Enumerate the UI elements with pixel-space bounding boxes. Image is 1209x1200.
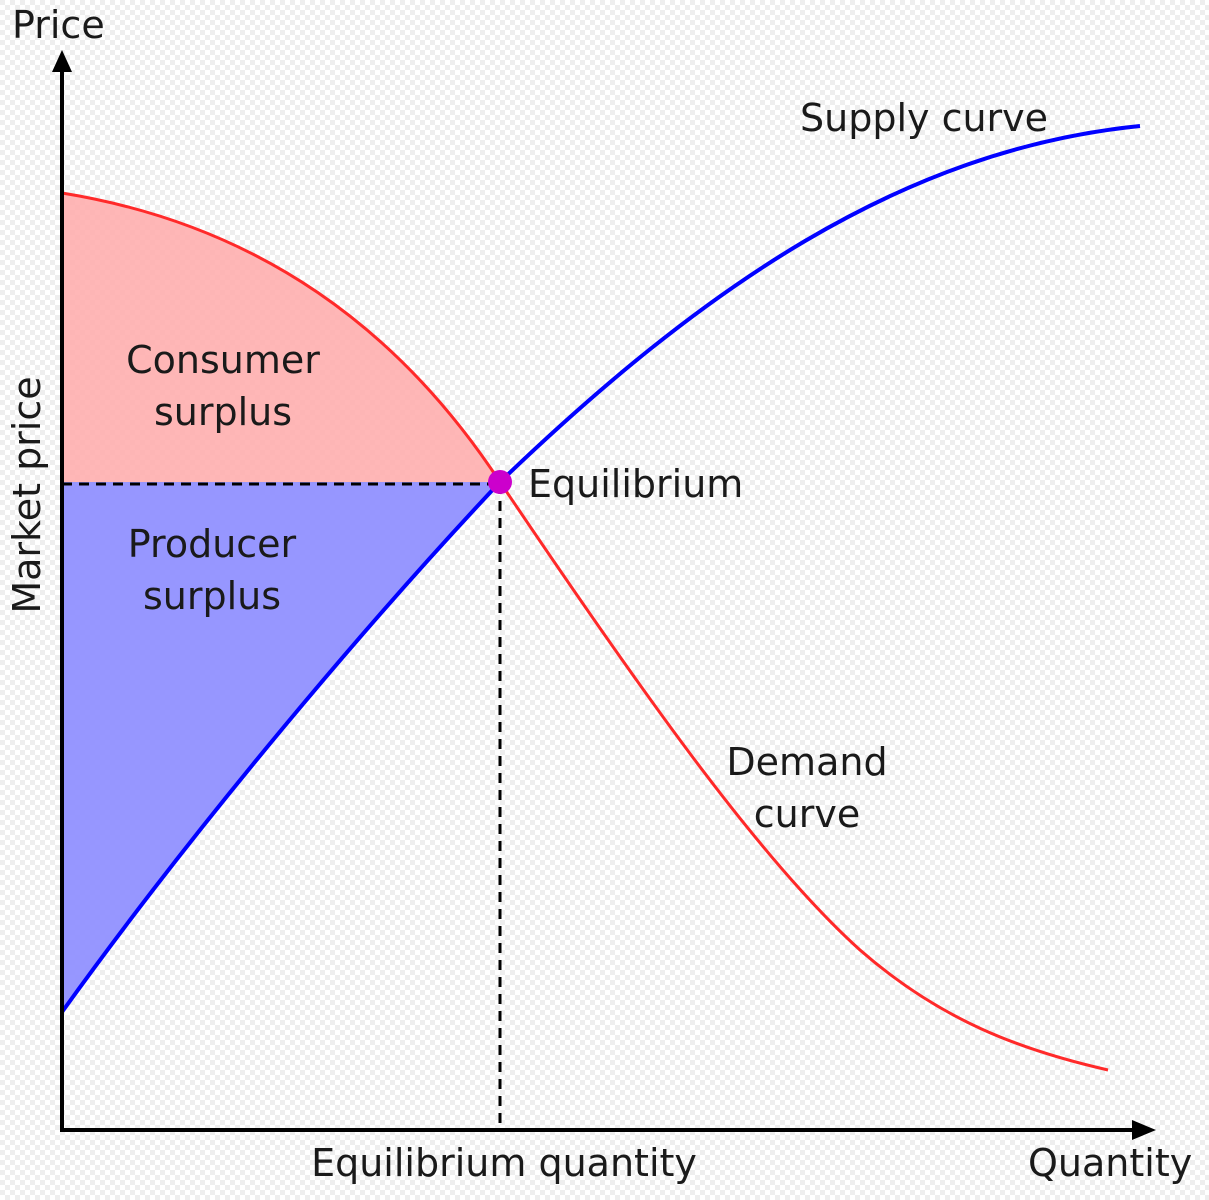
demand-curve: [61, 191, 1109, 1072]
producer-surplus-region: [62, 482, 500, 1012]
y-axis-arrow: [52, 50, 72, 72]
equilibrium-point: [488, 470, 512, 494]
equilibrium-label: Equilibrium: [528, 462, 743, 506]
supply-curve-label: Supply curve: [800, 96, 1048, 140]
equilibrium-quantity-label: Equilibrium quantity: [311, 1141, 697, 1185]
y-axis-label: Price: [12, 3, 105, 47]
demand-curve-label-line2: curve: [754, 792, 860, 836]
consumer-surplus-label-line1: Consumer: [126, 338, 320, 382]
market-price-label: Market price: [5, 376, 49, 613]
consumer-surplus-region: [62, 193, 500, 482]
demand-curve-label-line1: Demand: [726, 740, 887, 784]
producer-surplus-label-line2: surplus: [143, 574, 281, 618]
producer-surplus-label-line1: Producer: [128, 522, 297, 566]
x-axis-arrow: [1132, 1120, 1156, 1140]
consumer-surplus-label-line2: surplus: [154, 390, 292, 434]
x-axis-label: Quantity: [1028, 1141, 1192, 1185]
